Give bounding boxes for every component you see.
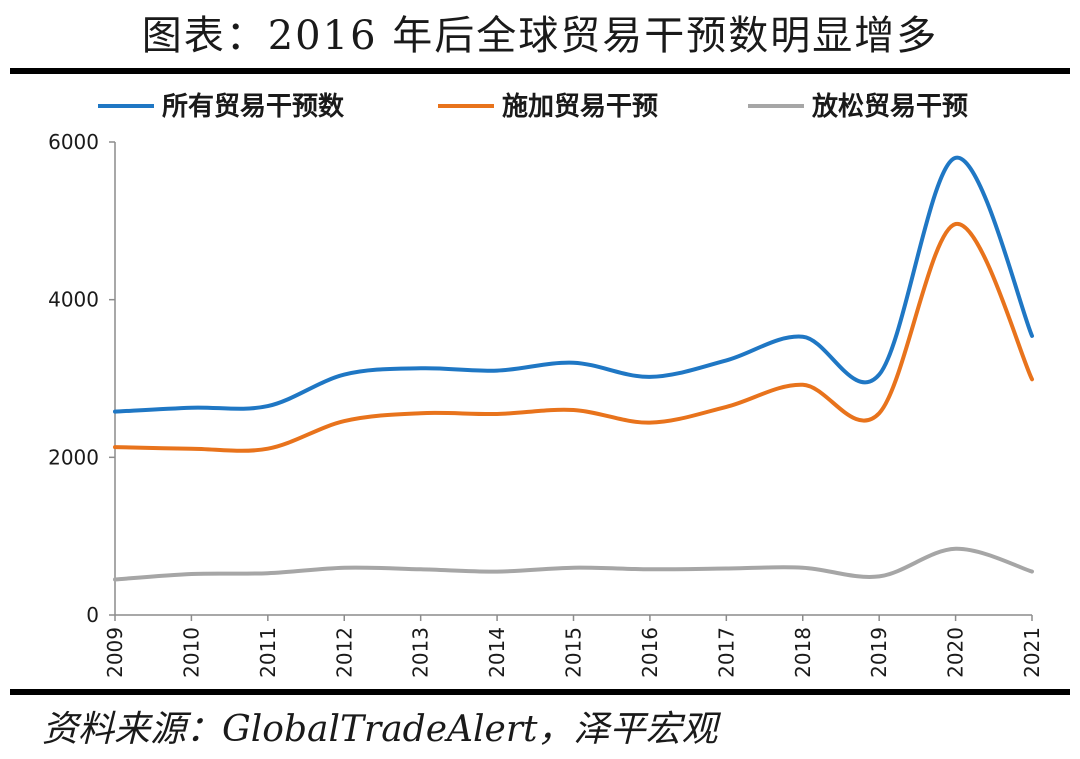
x-tick-label: 2016 (638, 627, 662, 678)
y-tick-label: 4000 (48, 288, 99, 312)
chart-title: 图表：2016 年后全球贸易干预数明显增多 (141, 13, 939, 59)
y-tick-label: 2000 (48, 445, 99, 469)
chart-axes: 0 2000 4000 6000 2009 2010 2011 2012 2013 2014 201… (48, 130, 1044, 678)
legend-label: 所有贸易干预数 (162, 92, 345, 122)
legend-item-relaxed-interventions: 放松贸易干预 (748, 91, 968, 122)
legend-label: 施加贸易干预 (502, 91, 658, 122)
title-divider (10, 68, 1070, 74)
x-tick-label: 2017 (714, 627, 738, 678)
source-note: 资料来源：GlobalTradeAlert，泽平宏观 (42, 709, 718, 750)
chart-series (113, 155, 1034, 582)
x-tick-label: 2011 (256, 627, 280, 678)
x-tick-label: 2018 (791, 627, 815, 678)
x-tick-label: 2009 (103, 627, 127, 678)
x-tick-label: 2014 (485, 627, 509, 678)
series-line-all-interventions (113, 155, 1034, 414)
x-tick-label: 2020 (944, 627, 968, 678)
x-tick-label: 2010 (179, 627, 203, 678)
legend-item-imposed-interventions: 施加贸易干预 (438, 91, 658, 122)
source-divider (10, 689, 1070, 695)
y-tick-label: 0 (86, 603, 99, 627)
x-tick-label: 2015 (562, 627, 586, 678)
x-tick-label: 2012 (332, 627, 356, 678)
legend-label: 放松贸易干预 (811, 91, 968, 122)
series-line-imposed-interventions (113, 222, 1034, 453)
x-tick-label: 2013 (409, 627, 433, 678)
x-tick-label: 2019 (867, 627, 891, 678)
y-tick-label: 6000 (48, 130, 99, 154)
chart-legend: 所有贸易干预数 施加贸易干预 放松贸易干预 (98, 91, 968, 122)
series-line-relaxed-interventions (113, 546, 1034, 582)
x-tick-label: 2021 (1020, 627, 1044, 678)
legend-item-all-interventions: 所有贸易干预数 (98, 92, 345, 122)
